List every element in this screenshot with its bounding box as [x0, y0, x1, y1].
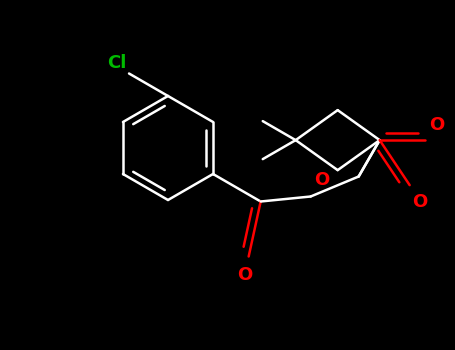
Text: O: O [237, 266, 252, 285]
Text: O: O [313, 170, 329, 189]
Text: O: O [412, 193, 427, 211]
Text: O: O [429, 116, 444, 134]
Text: Cl: Cl [106, 54, 126, 71]
